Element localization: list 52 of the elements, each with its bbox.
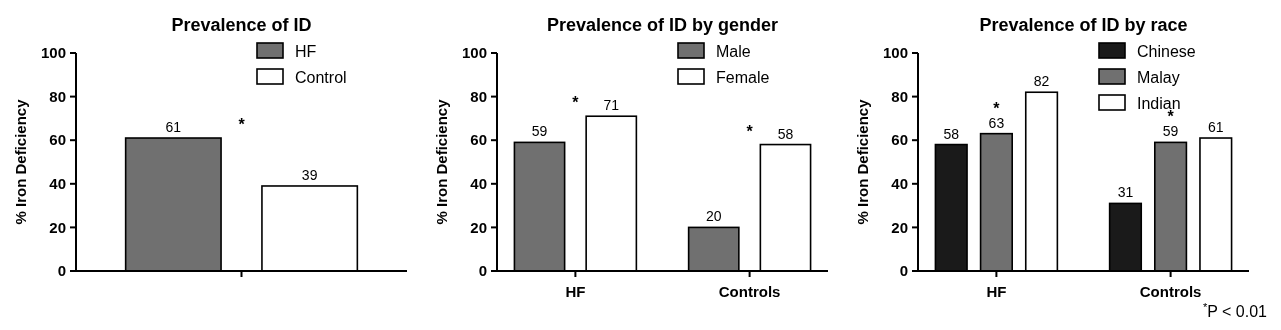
- data-label: 20: [705, 208, 722, 225]
- data-label: 58: [777, 125, 794, 142]
- y-tick-label: 60: [470, 131, 487, 149]
- y-tick-label: 100: [40, 44, 66, 62]
- x-tick-label: HF: [986, 283, 1007, 300]
- chart-title: Prevalence of ID: [171, 15, 312, 35]
- data-label: 59: [531, 123, 548, 140]
- data-label: 71: [603, 97, 620, 114]
- data-label: 39: [301, 166, 318, 183]
- annotation: *: [746, 122, 754, 140]
- y-tick-label: 80: [891, 87, 908, 105]
- legend-label: Control: [295, 68, 347, 86]
- y-axis-title: % Iron Deficiency: [854, 98, 871, 225]
- legend-label: HF: [295, 42, 317, 60]
- legend-label: Female: [716, 68, 770, 86]
- y-axis-title: % Iron Deficiency: [433, 98, 450, 225]
- data-label: 82: [1033, 73, 1050, 90]
- y-tick-label: 60: [891, 131, 908, 149]
- y-tick-label: 60: [49, 131, 66, 149]
- y-tick-label: 20: [891, 218, 908, 236]
- data-label: 58: [943, 125, 960, 142]
- y-tick-label: 0: [899, 262, 908, 280]
- chart-title: Prevalence of ID by race: [979, 15, 1188, 35]
- y-tick-label: 20: [49, 218, 66, 236]
- y-tick-label: 80: [49, 87, 66, 105]
- x-tick-label: HF: [565, 283, 586, 300]
- y-tick-label: 100: [461, 44, 487, 62]
- data-label: 59: [1162, 123, 1179, 140]
- y-tick-label: 80: [470, 87, 487, 105]
- annotation: *: [993, 99, 1001, 117]
- y-tick-label: 0: [57, 262, 66, 280]
- legend-label: Malay: [1137, 68, 1180, 86]
- annotation: *: [572, 94, 580, 112]
- y-tick-label: 20: [470, 218, 487, 236]
- data-label: 63: [988, 114, 1005, 131]
- y-tick-label: 40: [49, 175, 66, 193]
- x-tick-label: Controls: [718, 283, 781, 300]
- x-tick-label: Controls: [1139, 283, 1202, 300]
- y-tick-label: 40: [891, 175, 908, 193]
- y-tick-label: 40: [470, 175, 487, 193]
- legend-label: Male: [716, 42, 751, 60]
- y-axis-title: % Iron Deficiency: [12, 98, 29, 225]
- y-tick-label: 0: [478, 262, 487, 280]
- annotation: *: [238, 116, 246, 134]
- legend-label: Chinese: [1137, 42, 1196, 60]
- data-label: 61: [1207, 119, 1224, 136]
- data-label: 31: [1117, 184, 1134, 201]
- chart-title: Prevalence of ID by gender: [546, 15, 779, 35]
- text: $^{*}$P < 0.01: [1202, 301, 1268, 320]
- y-tick-label: 100: [882, 44, 908, 62]
- data-label: 61: [165, 119, 182, 136]
- annotation: *: [1167, 108, 1175, 126]
